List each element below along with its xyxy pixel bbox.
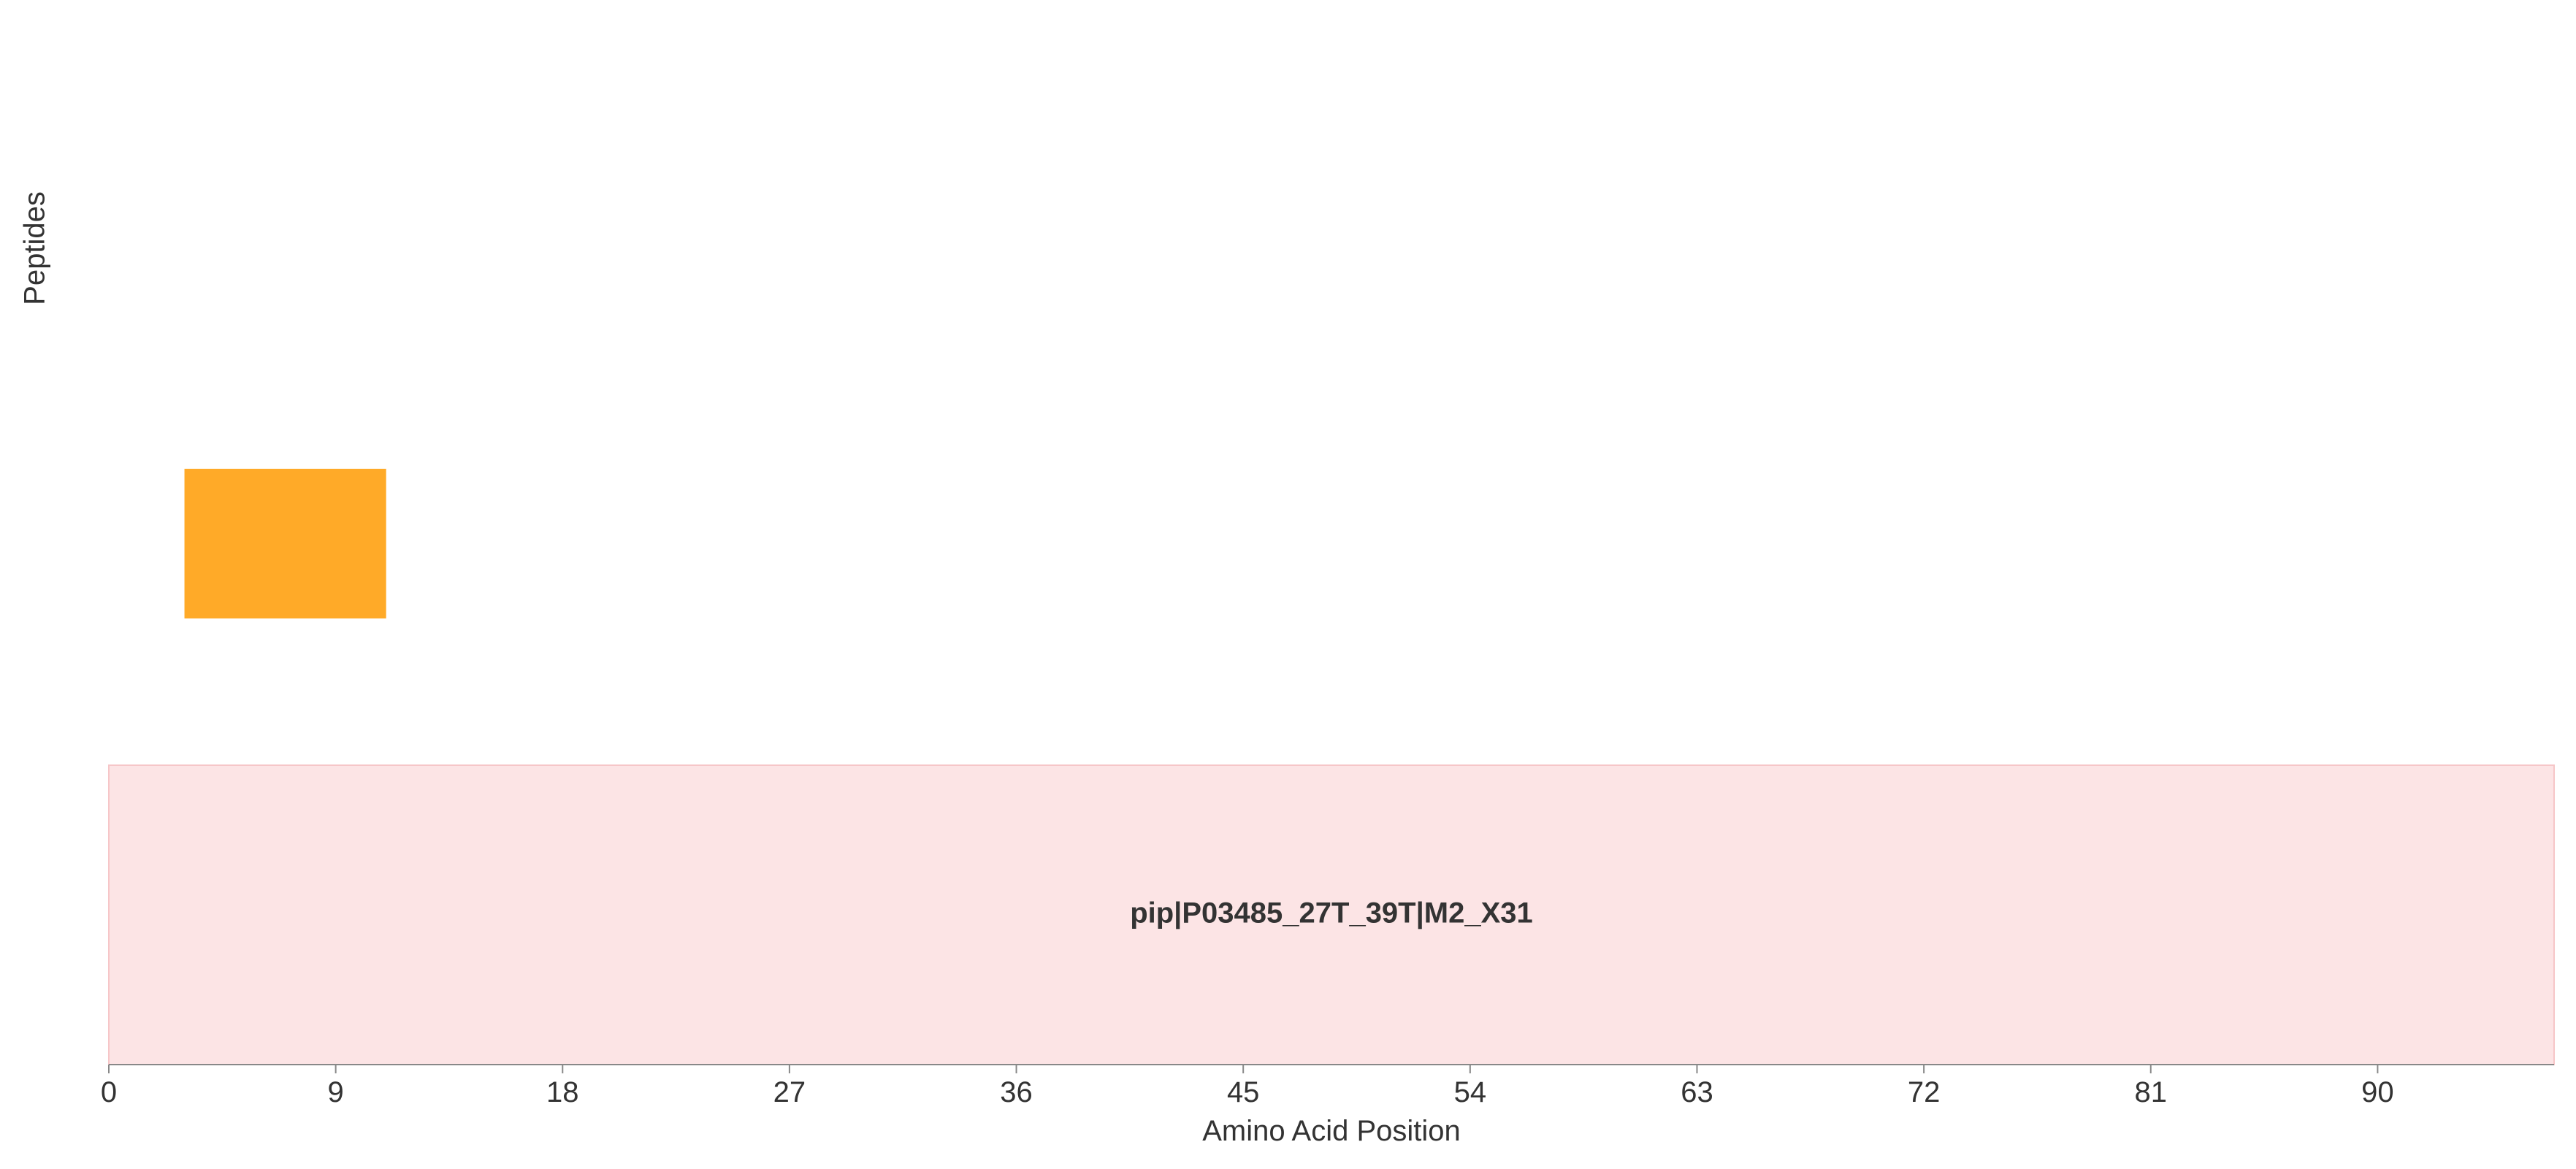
x-tick-label: 63 <box>1681 1076 1713 1108</box>
x-tick-label: 45 <box>1227 1076 1260 1108</box>
x-tick-label: 18 <box>546 1076 579 1108</box>
y-axis-label: Peptides <box>19 191 51 305</box>
x-tick-label: 9 <box>328 1076 344 1108</box>
x-tick-label: 90 <box>2361 1076 2394 1108</box>
peptide-bar <box>184 469 386 618</box>
protein-bar <box>108 764 2555 1065</box>
x-axis: 0 9 18 27 36 45 54 63 72 81 90 Amino Acid Position <box>101 1064 2554 1147</box>
x-tick-label: 27 <box>773 1076 806 1108</box>
protein-label: pip|P03485_27T_39T|M2_X31 <box>1130 897 1533 930</box>
x-tick-label: 72 <box>1908 1076 1941 1108</box>
protein-track: pip|P03485_27T_39T|M2_X31 <box>108 764 2555 1065</box>
x-tick-label: 36 <box>1000 1076 1033 1108</box>
x-axis-label: Amino Acid Position <box>1202 1115 1461 1147</box>
x-ticks: 0 9 18 27 36 45 54 63 72 81 90 <box>101 1065 2394 1108</box>
x-tick-label: 81 <box>2135 1076 2168 1108</box>
peptide-track <box>184 469 386 618</box>
x-tick-label: 54 <box>1454 1076 1487 1108</box>
x-tick-label: 0 <box>101 1076 117 1108</box>
